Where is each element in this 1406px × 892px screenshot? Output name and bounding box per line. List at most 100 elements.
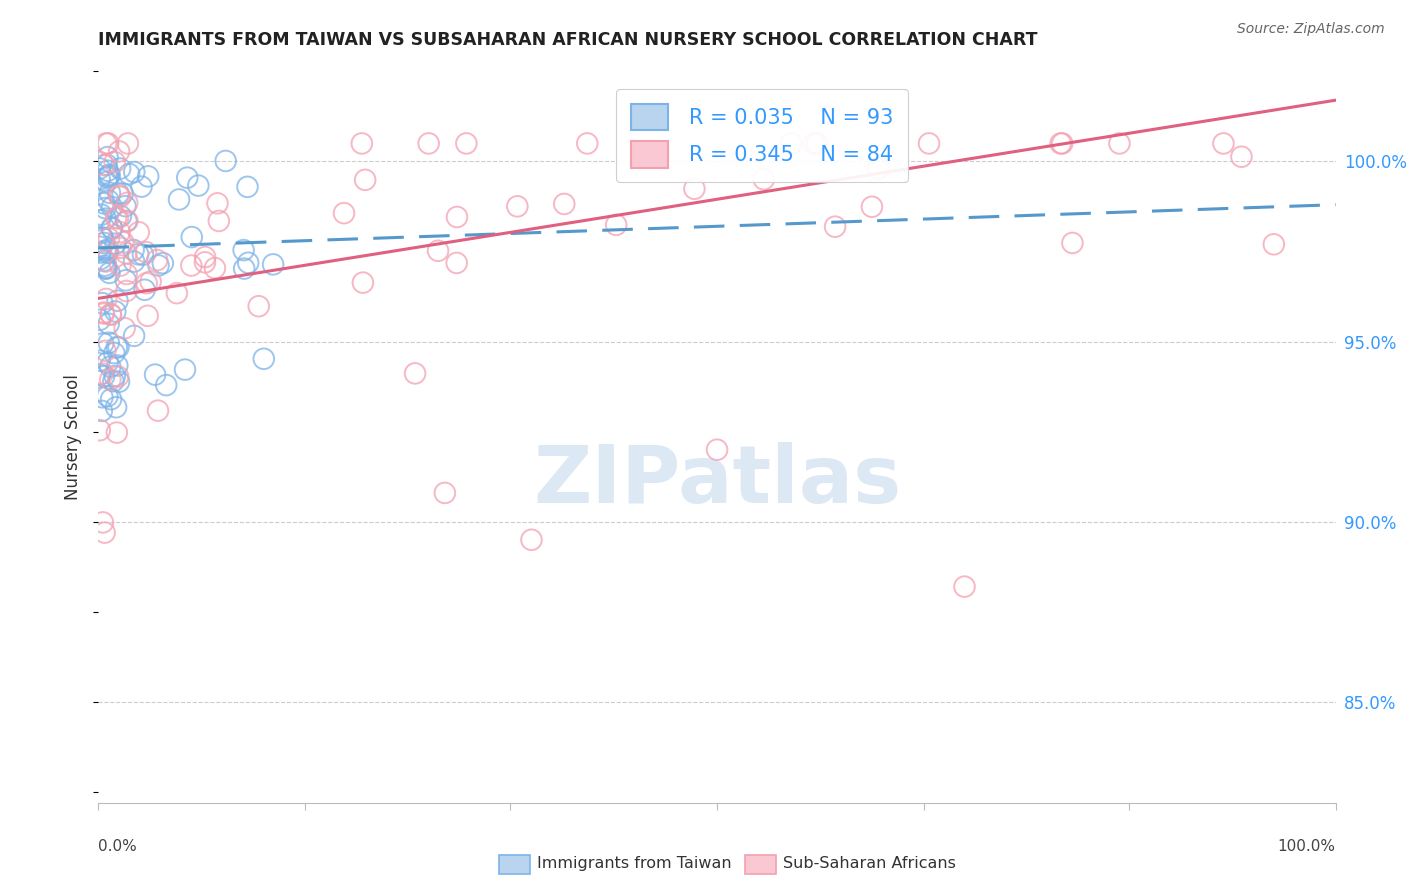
Point [456, 136, 478, 151]
Point [803, 136, 825, 151]
Point [94, 259, 117, 273]
Point [333, 206, 356, 220]
Point [180, 259, 202, 273]
Point [104, 304, 127, 318]
Point [117, 214, 139, 228]
Text: Sub-Saharan Africans: Sub-Saharan Africans [783, 856, 956, 871]
Point [122, 243, 145, 257]
Point [176, 170, 198, 185]
Point [1062, 235, 1084, 250]
Point [94, 254, 117, 268]
Point [91, 230, 114, 244]
Point [824, 219, 846, 234]
Point [96, 292, 118, 306]
Point [94, 211, 117, 226]
Point [108, 225, 131, 239]
Point [100, 307, 122, 321]
Point [127, 247, 149, 261]
Point [215, 153, 238, 168]
Point [247, 299, 270, 313]
Point [107, 186, 129, 201]
Point [96, 158, 118, 172]
Point [506, 199, 529, 213]
Point [136, 169, 159, 184]
Point [100, 308, 122, 322]
Point [89, 245, 111, 260]
Text: ZIPatlas: ZIPatlas [533, 442, 901, 520]
Point [110, 209, 132, 223]
Point [233, 261, 256, 276]
Point [108, 375, 131, 389]
Point [89, 172, 111, 186]
Point [93, 525, 115, 540]
Point [103, 374, 125, 388]
Point [108, 190, 131, 204]
Point [118, 167, 141, 181]
Point [207, 196, 229, 211]
Point [146, 253, 169, 268]
Point [806, 136, 828, 151]
Point [136, 309, 159, 323]
Point [93, 158, 115, 172]
Point [953, 580, 976, 594]
Point [114, 199, 136, 213]
Point [174, 362, 197, 376]
Point [89, 213, 111, 227]
Point [90, 404, 112, 418]
Point [194, 255, 217, 269]
Point [94, 136, 117, 151]
Point [97, 355, 120, 369]
Point [110, 259, 132, 273]
Point [238, 256, 260, 270]
Point [236, 179, 259, 194]
Point [780, 136, 803, 151]
Point [1049, 136, 1071, 151]
Point [96, 170, 118, 185]
Point [94, 244, 117, 258]
Point [98, 186, 121, 200]
Point [107, 369, 129, 384]
Point [117, 195, 139, 210]
Point [117, 136, 139, 151]
Point [105, 359, 128, 373]
Point [97, 169, 120, 184]
Point [135, 245, 157, 260]
Point [93, 235, 115, 250]
Text: Source: ZipAtlas.com: Source: ZipAtlas.com [1237, 22, 1385, 37]
Point [89, 240, 111, 254]
Point [89, 161, 111, 176]
Point [105, 340, 128, 354]
Point [93, 369, 115, 384]
Y-axis label: Nursery School: Nursery School [65, 374, 83, 500]
Point [128, 225, 150, 239]
Point [104, 155, 127, 169]
Point [105, 425, 128, 440]
Point [98, 168, 121, 182]
Point [98, 169, 121, 183]
Point [352, 276, 374, 290]
Text: IMMIGRANTS FROM TAIWAN VS SUBSAHARAN AFRICAN NURSERY SCHOOL CORRELATION CHART: IMMIGRANTS FROM TAIWAN VS SUBSAHARAN AFR… [98, 31, 1038, 49]
Point [115, 267, 138, 281]
Point [683, 182, 706, 196]
Point [107, 188, 129, 202]
Point [143, 368, 166, 382]
Point [131, 179, 153, 194]
Point [148, 259, 170, 273]
Point [576, 136, 599, 151]
Point [94, 343, 117, 358]
Point [97, 194, 120, 208]
Point [180, 230, 202, 244]
Point [134, 283, 156, 297]
Point [93, 305, 115, 319]
Point [107, 293, 129, 308]
Point [1108, 136, 1130, 151]
Point [97, 317, 120, 331]
Point [98, 231, 121, 245]
Point [97, 243, 120, 257]
Point [868, 161, 890, 176]
Point [91, 390, 114, 404]
Point [93, 196, 115, 211]
Point [91, 231, 114, 245]
Point [89, 353, 111, 368]
Point [115, 246, 138, 260]
